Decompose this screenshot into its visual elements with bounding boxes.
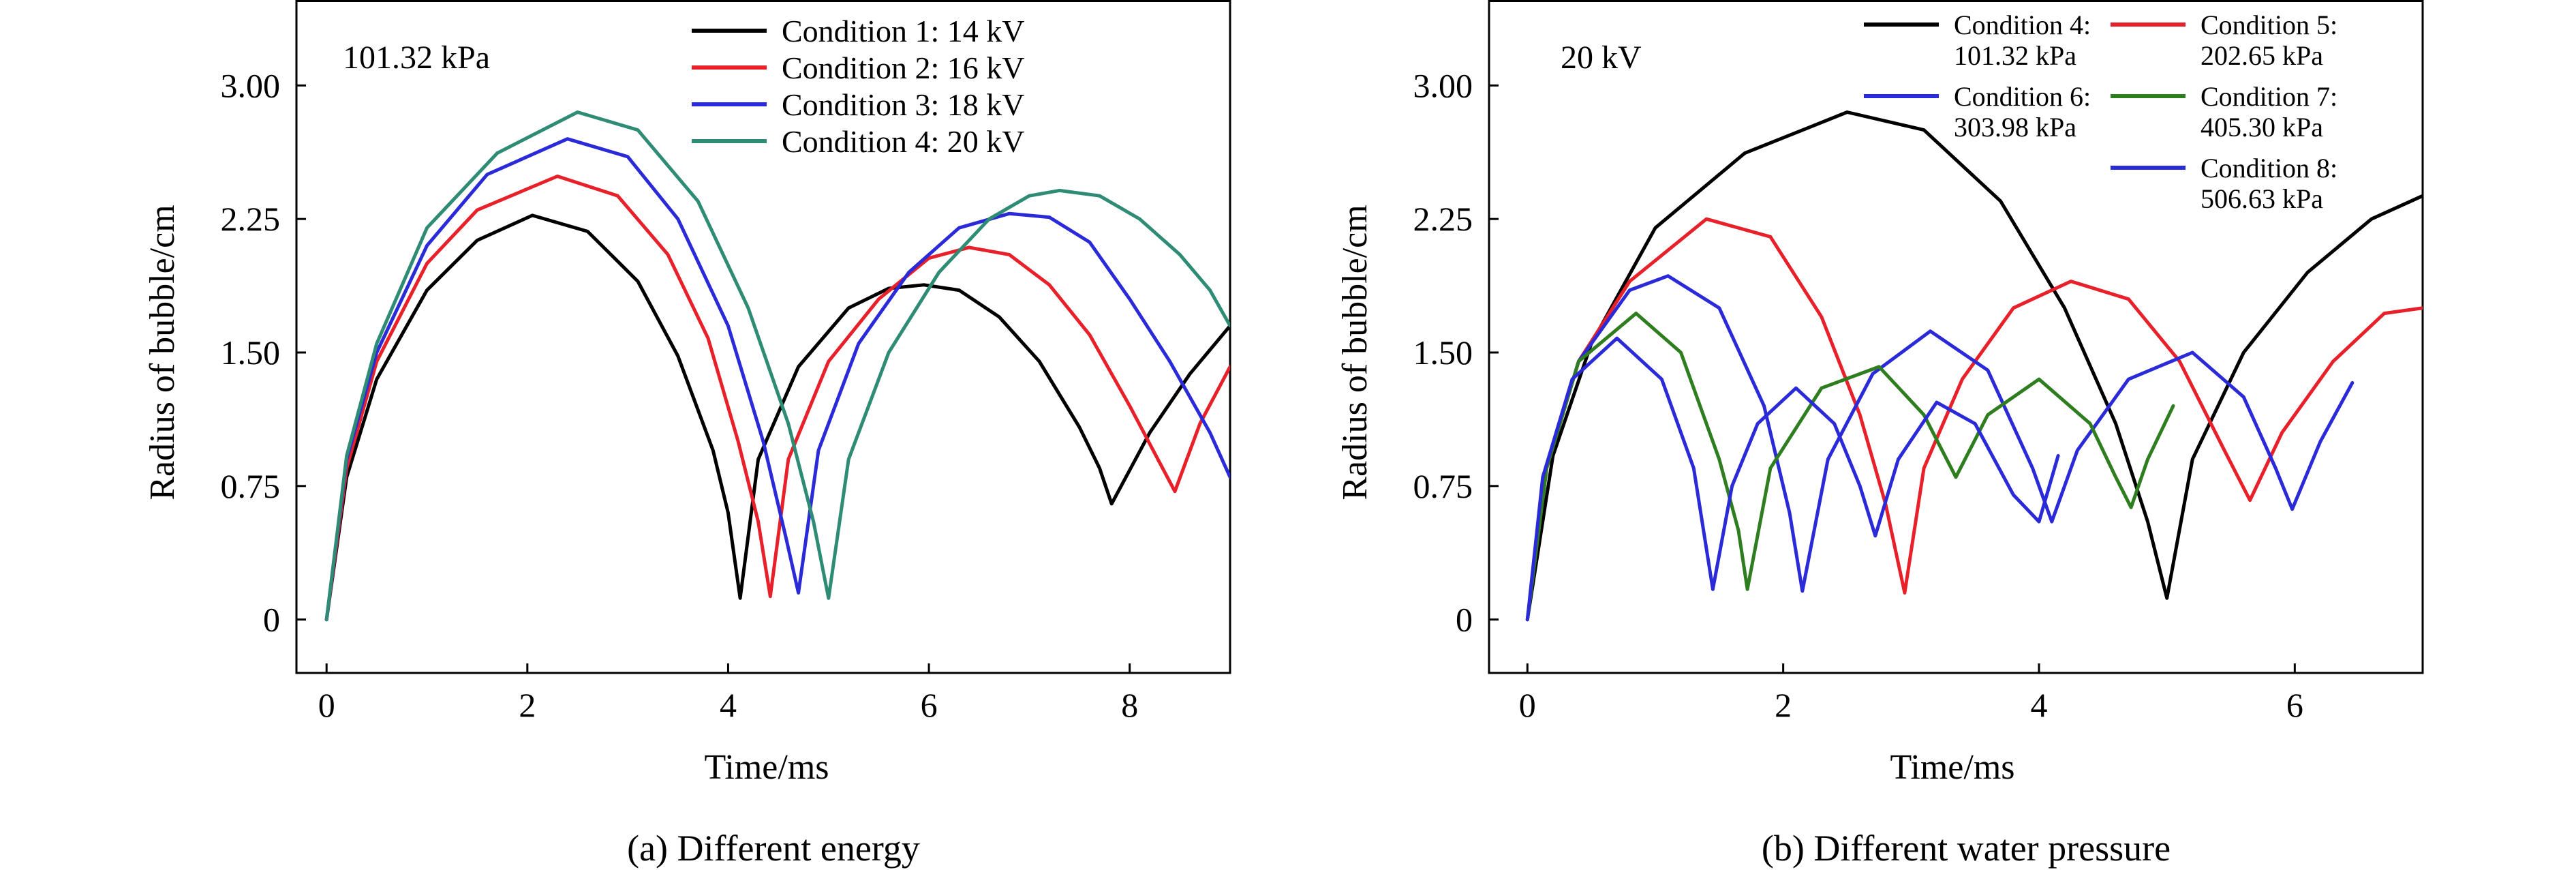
legend-label: Condition 2: 16 kV — [782, 50, 1025, 85]
legend-label: Condition 5: — [2201, 10, 2337, 40]
x-tick-label: 2 — [519, 686, 536, 724]
legend-label: Condition 3: 18 kV — [782, 87, 1025, 122]
panel-caption: (b) Different water pressure — [1762, 828, 2171, 869]
legend-label: 303.98 kPa — [1954, 112, 2076, 142]
series-line-4 — [324, 110, 1230, 622]
legend-label: Condition 8: — [2201, 153, 2337, 183]
series-group — [1525, 110, 2423, 622]
x-axis-label: Time/ms — [1890, 748, 2014, 787]
legend-label: Condition 6: — [1954, 81, 2091, 112]
series-line-4 — [1525, 312, 2175, 622]
x-tick-label: 6 — [2286, 686, 2303, 724]
y-tick-label: 0 — [1456, 601, 1473, 639]
y-tick-label: 0 — [263, 601, 280, 639]
legend-label: Condition 1: 14 kV — [782, 14, 1025, 48]
legend-label: Condition 4: 20 kV — [782, 124, 1025, 159]
legend-label: Condition 4: — [1954, 10, 2091, 40]
legend-label: 405.30 kPa — [2201, 112, 2323, 142]
x-tick-label: 0 — [1519, 686, 1536, 724]
series-line-1 — [1525, 110, 2423, 622]
series-line-3 — [324, 137, 1230, 622]
series-line-3 — [1525, 274, 2355, 622]
panel-tag: 101.32 kPa — [343, 40, 490, 76]
y-tick-label: 2.25 — [221, 200, 281, 238]
y-tick-label: 1.50 — [221, 333, 281, 372]
plot-frame — [295, 0, 1231, 674]
y-tick-label: 0.75 — [1413, 467, 1473, 505]
x-tick-label: 0 — [318, 686, 335, 724]
x-tick-label: 6 — [921, 686, 938, 724]
x-tick-label: 2 — [1775, 686, 1792, 724]
legend-label: 202.65 kPa — [2201, 40, 2323, 71]
y-tick-label: 3.00 — [221, 66, 281, 104]
x-tick-label: 8 — [1121, 686, 1138, 724]
x-tick-label: 4 — [720, 686, 737, 724]
plot-frame — [1488, 0, 2424, 674]
x-tick-label: 4 — [2030, 686, 2047, 724]
y-tick-label: 1.50 — [1413, 333, 1473, 372]
legend-label: 101.32 kPa — [1954, 40, 2076, 71]
series-group — [324, 110, 1230, 622]
series-line-2 — [1525, 217, 2423, 622]
x-axis-label: Time/ms — [704, 748, 829, 787]
y-tick-label: 2.25 — [1413, 200, 1473, 238]
y-axis-label: Radius of bubble/cm — [1336, 205, 1375, 500]
y-axis-label: Radius of bubble/cm — [143, 205, 182, 500]
series-line-1 — [324, 213, 1230, 622]
panel-caption: (a) Different energy — [627, 828, 920, 869]
legend-label: 506.63 kPa — [2201, 183, 2323, 214]
series-line-2 — [324, 175, 1230, 622]
y-tick-label: 3.00 — [1413, 66, 1473, 104]
legend-label: Condition 7: — [2201, 81, 2337, 112]
y-tick-label: 0.75 — [221, 467, 281, 505]
series-line-5 — [1525, 336, 2060, 622]
panel-tag: 20 kV — [1561, 40, 1642, 76]
